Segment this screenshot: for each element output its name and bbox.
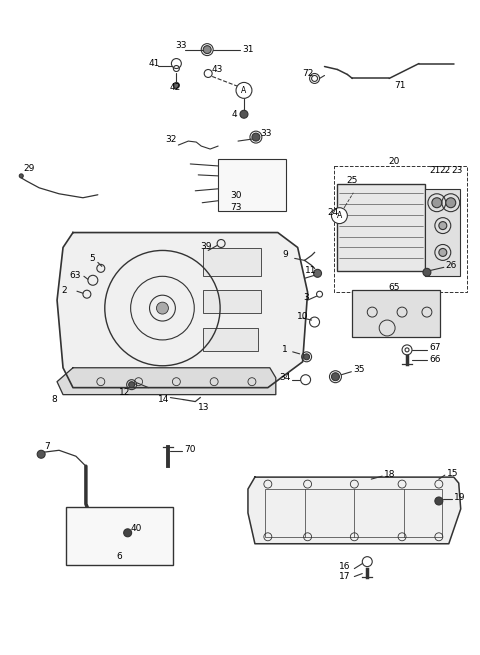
Text: 2: 2 — [61, 286, 67, 295]
Text: 31: 31 — [242, 45, 253, 54]
Circle shape — [252, 133, 260, 141]
Text: 6: 6 — [117, 552, 122, 561]
Bar — [203, 290, 261, 313]
Circle shape — [432, 198, 442, 208]
Text: 20: 20 — [388, 157, 400, 166]
Text: 7: 7 — [44, 442, 50, 451]
Polygon shape — [248, 477, 461, 544]
Text: 18: 18 — [384, 470, 396, 479]
Text: 39: 39 — [200, 242, 212, 251]
Circle shape — [313, 269, 322, 277]
Bar — [203, 248, 261, 276]
Text: 63: 63 — [69, 271, 81, 280]
Circle shape — [439, 248, 447, 256]
Circle shape — [236, 83, 252, 98]
Text: 21: 21 — [429, 166, 440, 176]
Circle shape — [129, 382, 134, 388]
Text: 40: 40 — [131, 525, 142, 533]
Text: 16: 16 — [339, 562, 351, 571]
Text: 22: 22 — [440, 166, 451, 176]
Text: 14: 14 — [157, 395, 169, 404]
Text: 26: 26 — [446, 261, 457, 270]
Text: 35: 35 — [353, 365, 365, 374]
Text: 71: 71 — [394, 81, 406, 90]
Circle shape — [124, 529, 132, 537]
Circle shape — [332, 208, 348, 223]
Polygon shape — [57, 367, 276, 394]
Text: 72: 72 — [302, 69, 314, 78]
Bar — [218, 159, 286, 211]
Text: 25: 25 — [347, 176, 358, 185]
Text: 65: 65 — [388, 283, 400, 291]
Text: 8: 8 — [51, 395, 57, 404]
Text: 12: 12 — [119, 388, 130, 397]
Circle shape — [203, 46, 211, 54]
Text: 11: 11 — [305, 266, 316, 275]
Text: A: A — [337, 211, 342, 220]
Text: 73: 73 — [230, 203, 241, 212]
Text: 43: 43 — [211, 65, 223, 74]
Text: 33: 33 — [175, 41, 187, 50]
Text: 13: 13 — [198, 403, 210, 412]
Text: 17: 17 — [339, 572, 351, 581]
Text: 10: 10 — [297, 312, 308, 320]
Text: 33: 33 — [260, 128, 271, 138]
Polygon shape — [57, 233, 308, 388]
Circle shape — [435, 497, 443, 505]
Circle shape — [332, 373, 339, 381]
Bar — [203, 328, 258, 351]
Text: A: A — [241, 86, 247, 95]
Text: 5: 5 — [89, 254, 95, 263]
Text: 66: 66 — [429, 355, 441, 364]
Circle shape — [173, 83, 180, 88]
Text: 3: 3 — [304, 293, 310, 302]
Circle shape — [240, 110, 248, 118]
Text: 42: 42 — [169, 83, 180, 92]
Text: 30: 30 — [230, 191, 241, 200]
Text: 32: 32 — [166, 134, 177, 143]
Text: 15: 15 — [447, 468, 458, 477]
Text: 67: 67 — [429, 343, 441, 352]
Text: 34: 34 — [280, 373, 291, 383]
Text: 23: 23 — [452, 166, 463, 176]
Circle shape — [156, 302, 168, 314]
Text: 41: 41 — [148, 59, 160, 68]
Bar — [66, 507, 173, 565]
Text: 1: 1 — [282, 345, 288, 354]
Text: 9: 9 — [283, 250, 288, 259]
Circle shape — [423, 269, 431, 276]
Circle shape — [439, 221, 447, 229]
Circle shape — [19, 174, 23, 178]
Circle shape — [446, 198, 456, 208]
Bar — [337, 184, 425, 271]
Text: 29: 29 — [23, 164, 35, 174]
Text: 70: 70 — [184, 445, 196, 454]
Bar — [352, 290, 440, 337]
Text: 24: 24 — [327, 208, 339, 217]
Circle shape — [304, 354, 310, 360]
Text: 4: 4 — [232, 110, 238, 119]
Circle shape — [37, 450, 45, 458]
Bar — [425, 189, 460, 276]
Text: 19: 19 — [454, 493, 465, 502]
Bar — [265, 489, 442, 537]
